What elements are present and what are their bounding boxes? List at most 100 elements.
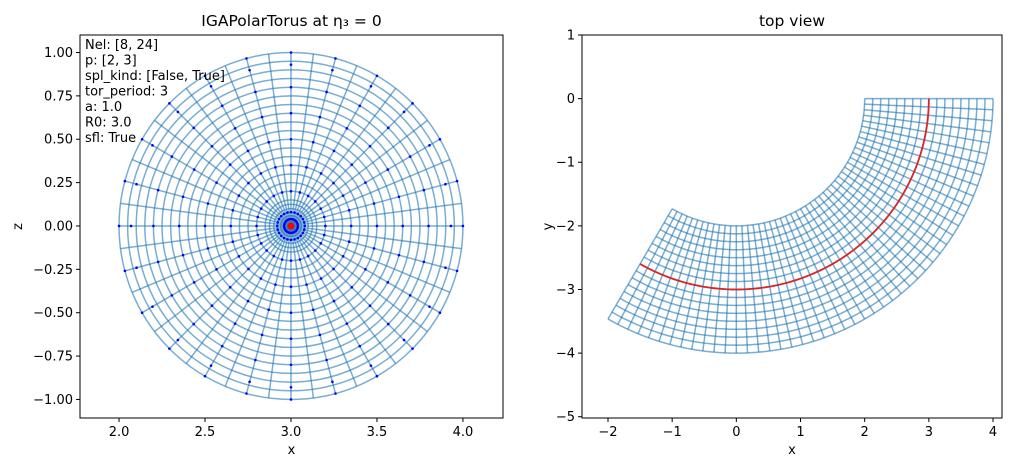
control-point [246,149,250,153]
control-point [215,268,218,271]
control-point [358,344,362,348]
control-point [289,137,293,141]
control-point [289,285,293,288]
control-point [289,311,293,315]
mesh-spoke [291,229,337,394]
mesh-spoke [607,208,673,320]
control-point [332,299,336,303]
control-point [369,84,373,88]
mesh-spoke [293,119,428,225]
control-point [289,51,293,54]
control-point [289,385,293,389]
control-point [302,221,306,224]
control-point [245,392,248,395]
x-tick-label: 2.5 [195,425,216,440]
control-point [231,208,235,212]
control-point [209,364,213,367]
control-point [296,226,299,230]
control-point [168,102,171,105]
control-point [296,212,300,216]
mesh-spoke [141,227,289,314]
control-point [228,163,232,166]
control-point [311,308,315,312]
control-point [386,168,390,171]
control-point [422,260,426,264]
control-point [289,259,293,262]
control-point [170,294,174,297]
mesh-spoke [154,119,289,225]
x-tick-label: −2 [598,425,617,440]
mesh-spoke [267,53,292,223]
control-point [449,224,453,228]
control-point [334,57,337,60]
center-point [287,222,295,230]
control-point [151,144,154,147]
control-point [322,215,326,219]
mesh-spoke [224,65,291,224]
control-point [402,338,406,342]
control-point [254,90,257,94]
mesh-spoke [131,226,289,294]
control-point [334,392,337,395]
control-point [176,338,180,342]
mesh-spoke [294,226,458,272]
y-tick-label: 0.25 [44,176,73,191]
control-point [305,283,308,286]
control-point [319,172,323,175]
control-point [305,166,308,169]
mesh-ring [615,98,978,338]
mesh-spoke [204,75,290,224]
control-point [272,194,276,198]
control-point [210,304,214,308]
mesh-spoke [292,228,397,365]
control-point [311,140,315,144]
control-point [364,268,367,271]
mesh-spoke [120,225,288,250]
control-point [265,200,268,203]
y-tick-label: 0.75 [44,89,73,104]
control-point [123,179,127,183]
control-point [332,267,335,271]
mesh-spoke [245,58,291,223]
mesh-spoke [245,229,291,394]
control-point [260,115,264,119]
x-tick-label: −1 [663,425,682,440]
annotation: p: [2, 3] [85,54,137,69]
mesh-spoke [291,58,337,223]
control-point [368,304,372,308]
mesh-ring [611,98,986,346]
y-axis-label: y [541,222,556,230]
control-point [176,110,180,114]
control-point [265,249,268,252]
control-point [411,102,414,105]
control-point [267,308,271,312]
annotation: sfl: True [85,131,136,146]
y-tick-label: −0.50 [33,306,73,321]
control-point [301,217,305,221]
y-tick-label: −5 [556,410,575,425]
mesh-spoke [124,180,288,226]
control-point [254,358,257,362]
x-tick-label: 0 [732,425,740,440]
control-point [135,266,138,270]
control-point [135,182,138,186]
control-point [345,322,349,325]
control-point [368,144,372,148]
control-point [279,214,283,218]
mesh-spoke [131,158,289,226]
x-tick-label: 2 [861,425,869,440]
control-point [347,240,351,243]
chart-title: top view [759,12,825,30]
x-axis-label: x [288,443,296,458]
control-point [272,254,276,258]
control-point [123,269,127,273]
control-point [401,224,405,228]
control-point [428,305,431,308]
y-tick-label: −2 [556,219,575,234]
plot-area [607,97,994,354]
control-point [341,255,345,258]
control-point [229,224,233,228]
mesh-spoke [185,87,290,224]
control-point [325,358,328,362]
